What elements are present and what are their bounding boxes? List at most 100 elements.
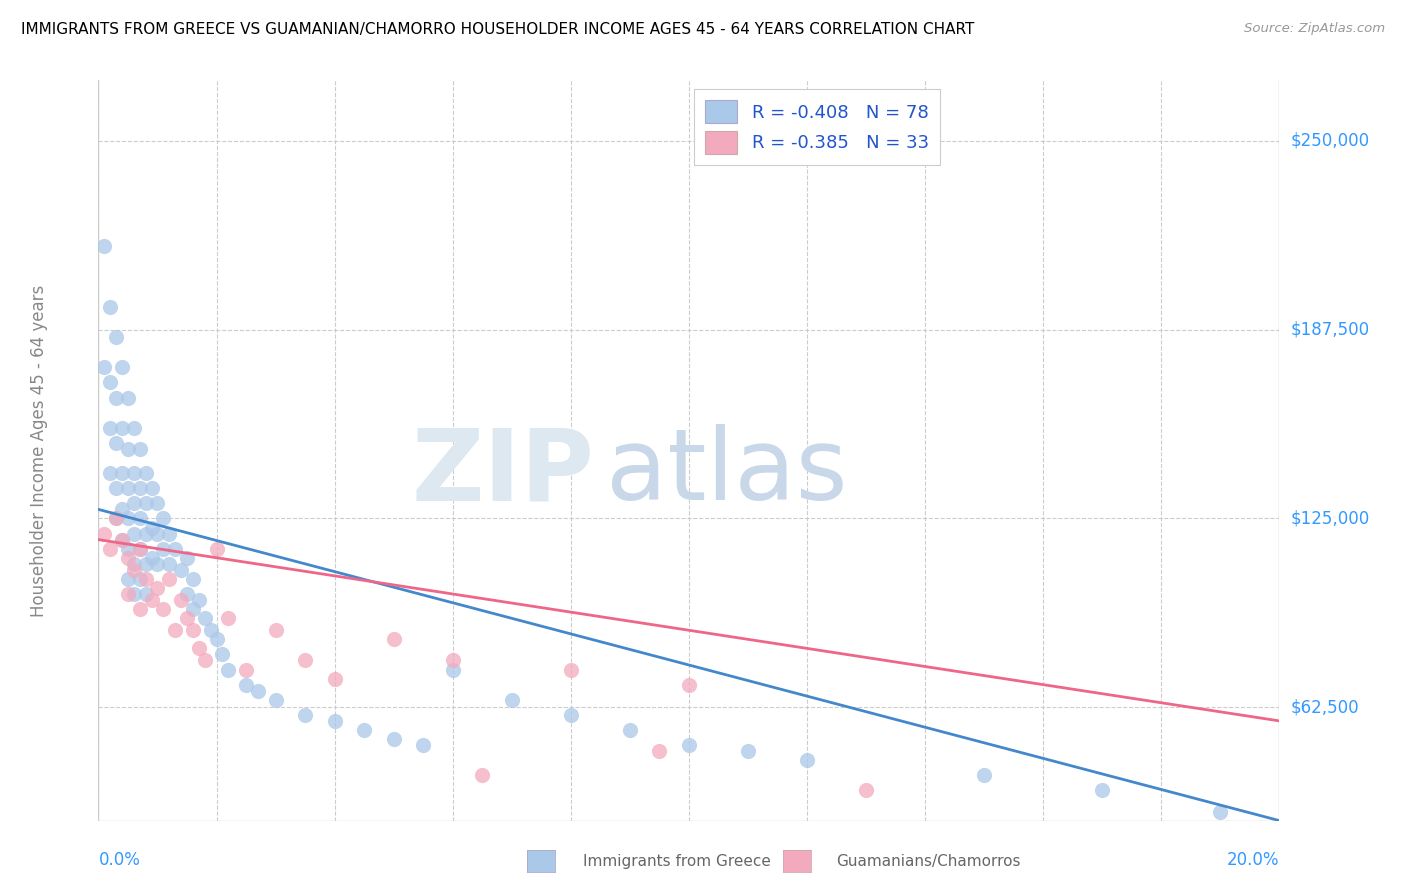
Point xyxy=(111,360,134,375)
Point xyxy=(117,391,139,405)
Point xyxy=(117,541,139,556)
Point xyxy=(111,421,134,435)
Point xyxy=(128,511,150,525)
Point xyxy=(157,572,180,586)
Point xyxy=(294,653,316,667)
Point xyxy=(176,550,198,565)
Point xyxy=(560,663,582,677)
Text: Guamanians/Chamorros: Guamanians/Chamorros xyxy=(837,855,1021,869)
Point xyxy=(98,466,121,480)
Point xyxy=(105,481,128,495)
Text: Source: ZipAtlas.com: Source: ZipAtlas.com xyxy=(1244,22,1385,36)
Point xyxy=(246,683,269,698)
Point xyxy=(157,557,180,571)
Point xyxy=(176,587,198,601)
Point xyxy=(128,481,150,495)
Point xyxy=(117,550,139,565)
Point xyxy=(135,466,157,480)
Text: IMMIGRANTS FROM GREECE VS GUAMANIAN/CHAMORRO HOUSEHOLDER INCOME AGES 45 - 64 YEA: IMMIGRANTS FROM GREECE VS GUAMANIAN/CHAM… xyxy=(21,22,974,37)
Point xyxy=(353,723,375,737)
Point xyxy=(122,421,145,435)
Point xyxy=(235,678,257,692)
Point xyxy=(122,466,145,480)
Point xyxy=(187,641,209,656)
Point xyxy=(211,648,233,662)
Point xyxy=(117,481,139,495)
Text: Householder Income Ages 45 - 64 years: Householder Income Ages 45 - 64 years xyxy=(31,285,48,616)
Point xyxy=(117,572,139,586)
Point xyxy=(181,572,204,586)
Point xyxy=(93,360,115,375)
Point xyxy=(181,602,204,616)
Point xyxy=(152,602,174,616)
Point xyxy=(141,550,163,565)
Point xyxy=(122,526,145,541)
Point xyxy=(111,533,134,547)
Point xyxy=(157,526,180,541)
Point xyxy=(737,744,759,758)
Point xyxy=(105,511,128,525)
Point xyxy=(117,511,139,525)
Point xyxy=(111,466,134,480)
Point xyxy=(93,239,115,253)
Point xyxy=(200,624,222,638)
Text: $125,000: $125,000 xyxy=(1291,509,1369,527)
Point xyxy=(1209,805,1232,819)
Point xyxy=(441,663,464,677)
Text: $62,500: $62,500 xyxy=(1291,698,1360,716)
Text: ZIP: ZIP xyxy=(412,425,595,521)
Point xyxy=(152,541,174,556)
Point xyxy=(796,753,818,767)
Point xyxy=(181,624,204,638)
Text: $187,500: $187,500 xyxy=(1291,320,1369,339)
Point xyxy=(105,436,128,450)
Text: $250,000: $250,000 xyxy=(1291,132,1369,150)
Point xyxy=(98,300,121,314)
Point xyxy=(471,768,494,782)
Point xyxy=(165,624,187,638)
Point xyxy=(135,557,157,571)
Point xyxy=(323,672,346,686)
Point xyxy=(122,587,145,601)
Point xyxy=(501,692,523,706)
Point xyxy=(128,442,150,456)
Point xyxy=(146,581,169,595)
Point xyxy=(217,611,239,625)
Point xyxy=(205,541,228,556)
Point xyxy=(146,496,169,510)
Point xyxy=(146,557,169,571)
Point xyxy=(117,587,139,601)
Point xyxy=(217,663,239,677)
Point xyxy=(117,442,139,456)
Point xyxy=(105,330,128,344)
Point xyxy=(170,563,193,577)
Point xyxy=(648,744,671,758)
Point xyxy=(141,593,163,607)
Point xyxy=(128,541,150,556)
Point xyxy=(128,602,150,616)
Text: 20.0%: 20.0% xyxy=(1227,851,1279,869)
Point xyxy=(412,738,434,752)
Point xyxy=(122,563,145,577)
Point xyxy=(441,653,464,667)
Point xyxy=(855,783,877,797)
Point xyxy=(619,723,641,737)
Point xyxy=(176,611,198,625)
Point xyxy=(146,526,169,541)
Point xyxy=(135,526,157,541)
Text: Immigrants from Greece: Immigrants from Greece xyxy=(583,855,772,869)
Point xyxy=(382,632,405,647)
Point xyxy=(105,391,128,405)
Point xyxy=(135,496,157,510)
Legend: R = -0.408   N = 78, R = -0.385   N = 33: R = -0.408 N = 78, R = -0.385 N = 33 xyxy=(695,89,939,165)
Text: atlas: atlas xyxy=(606,425,848,521)
Point xyxy=(1091,783,1114,797)
Point xyxy=(111,502,134,516)
Point xyxy=(98,541,121,556)
Point xyxy=(111,533,134,547)
Point xyxy=(973,768,995,782)
Point xyxy=(187,593,209,607)
Point xyxy=(141,520,163,534)
Point xyxy=(194,653,217,667)
Point xyxy=(194,611,217,625)
